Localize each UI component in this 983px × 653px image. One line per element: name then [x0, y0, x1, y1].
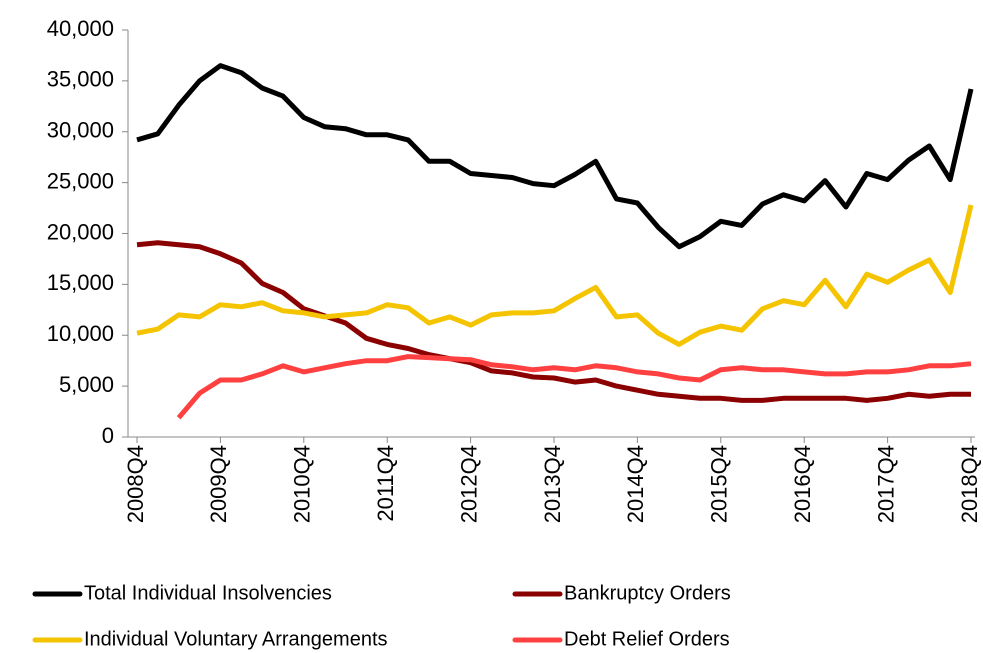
x-tick-label: 2008Q4 [123, 445, 148, 523]
x-tick-label: 2018Q4 [957, 445, 982, 523]
x-tick-label: 2009Q4 [206, 445, 231, 523]
legend-label: Individual Voluntary Arrangements [84, 628, 388, 650]
x-tick-label: 2012Q4 [456, 445, 481, 523]
legend-label: Bankruptcy Orders [564, 582, 731, 604]
y-tick-label: 40,000 [47, 16, 114, 41]
y-tick-label: 20,000 [47, 219, 114, 244]
y-tick-label: 0 [102, 423, 114, 448]
y-tick-label: 5,000 [59, 372, 114, 397]
x-tick-label: 2015Q4 [707, 445, 732, 523]
y-tick-label: 15,000 [47, 270, 114, 295]
y-tick-label: 25,000 [47, 168, 114, 193]
y-tick-label: 35,000 [47, 67, 114, 92]
series-line [136, 63, 974, 250]
series-line [136, 204, 974, 347]
x-tick-label: 2011Q4 [373, 445, 398, 522]
x-tick-label: 2014Q4 [623, 445, 648, 523]
x-tick-label: 2017Q4 [873, 445, 898, 523]
x-tick-label: 2016Q4 [790, 445, 815, 523]
x-tick-label: 2010Q4 [290, 445, 315, 523]
series-line [176, 354, 972, 420]
y-tick-label: 10,000 [47, 321, 114, 346]
x-tick-label: 2013Q4 [540, 445, 565, 523]
legend-label: Debt Relief Orders [564, 628, 730, 650]
y-tick-label: 30,000 [47, 118, 114, 143]
series-line [136, 240, 971, 403]
legend-label: Total Individual Insolvencies [84, 582, 332, 604]
